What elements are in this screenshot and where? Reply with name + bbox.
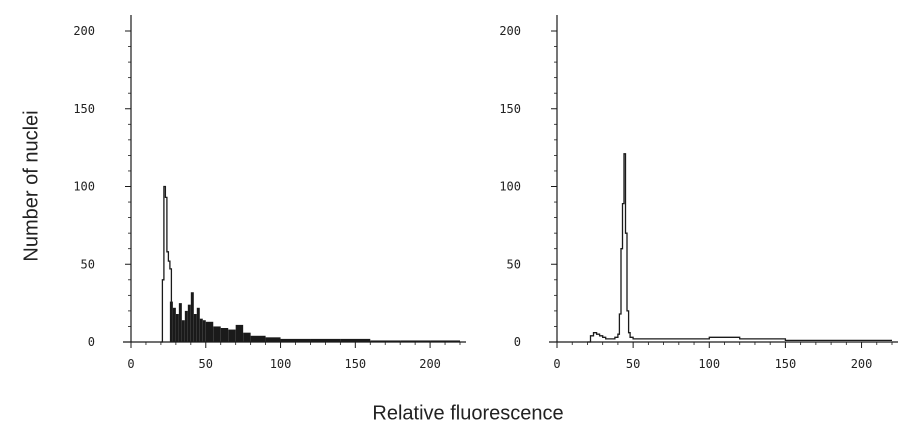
left-filled-bar	[169, 301, 173, 342]
left-filled-bar	[430, 340, 460, 342]
left-y-tick-label-50: 50	[81, 257, 95, 271]
left-filled-bar	[205, 321, 214, 342]
right-x-tick-label-100: 100	[698, 357, 720, 371]
left-filled-bar	[187, 304, 191, 342]
left-filled-bar	[175, 314, 179, 342]
right-x-tick-label-200: 200	[851, 357, 873, 371]
x-axis-title: Relative fluorescence	[372, 402, 564, 425]
left-filled-bar	[400, 340, 431, 342]
left-filled-bar	[213, 326, 221, 342]
left-y-tick-label-0: 0	[88, 335, 95, 349]
left-filled-bar	[202, 320, 206, 342]
left-filled-bar	[196, 307, 200, 342]
right-y-tick-label-150: 150	[499, 102, 521, 116]
left-filled-bar	[184, 310, 188, 342]
left-filled-bar	[181, 320, 185, 342]
left-y-tick-label-200: 200	[73, 24, 95, 38]
left-filled-bar	[265, 337, 281, 342]
right-y-tick-label-100: 100	[499, 180, 521, 194]
left-x-tick-label-100: 100	[270, 357, 292, 371]
left-filled-bar	[178, 303, 182, 342]
left-x-tick-label-50: 50	[199, 357, 213, 371]
left-filled-bar	[250, 335, 266, 342]
left-filled-bar	[172, 307, 176, 342]
left-filled-bar	[199, 318, 203, 342]
left-filled-bar	[235, 324, 244, 342]
left-y-tick-label-100: 100	[73, 180, 95, 194]
right-x-tick-label-0: 0	[553, 357, 560, 371]
right-y-tick-label-0: 0	[514, 335, 521, 349]
left-filled-bar	[280, 338, 311, 342]
left-filled-bar	[220, 328, 229, 342]
left-y-tick-label-150: 150	[73, 102, 95, 116]
left-filled-bar	[370, 340, 401, 342]
right-outline-peak-line	[587, 153, 892, 343]
y-axis-title: Number of nuclei	[20, 110, 43, 262]
right-x-tick-label-50: 50	[626, 357, 640, 371]
left-filled-bar	[228, 329, 236, 342]
left-x-tick-label-200: 200	[419, 357, 441, 371]
left-x-tick-label-150: 150	[344, 357, 366, 371]
right-x-tick-label-150: 150	[775, 357, 797, 371]
left-filled-bar	[190, 292, 194, 342]
left-filled-bar	[340, 338, 371, 342]
left-x-tick-label-0: 0	[127, 357, 134, 371]
left-filled-bar	[193, 314, 197, 342]
right-y-tick-label-50: 50	[507, 257, 521, 271]
right-y-tick-label-200: 200	[499, 24, 521, 38]
left-filled-bar	[310, 338, 341, 342]
left-filled-bar	[243, 332, 251, 342]
left-outline-peak-line	[160, 185, 173, 343]
